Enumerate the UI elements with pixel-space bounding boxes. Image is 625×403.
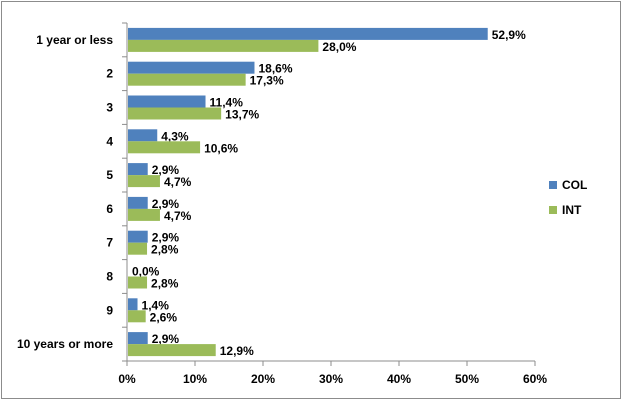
chart-frame bbox=[1, 1, 621, 399]
category-label: 9 bbox=[106, 303, 113, 317]
bar-col bbox=[128, 230, 148, 243]
data-label-col: 2,9% bbox=[152, 231, 180, 245]
data-label-int: 2,6% bbox=[150, 310, 178, 324]
data-label-int: 4,7% bbox=[164, 209, 192, 223]
data-label-col: 11,4% bbox=[210, 96, 244, 110]
x-tick-label: 30% bbox=[319, 372, 343, 386]
bar-int bbox=[128, 107, 222, 120]
data-label-int: 17,3% bbox=[250, 74, 284, 88]
x-tick-label: 40% bbox=[387, 372, 411, 386]
x-tick-label: 0% bbox=[118, 372, 136, 386]
bar-col bbox=[128, 196, 148, 209]
bar-int bbox=[128, 39, 319, 52]
legend-swatch-int bbox=[549, 206, 557, 214]
x-tick-label: 20% bbox=[251, 372, 275, 386]
bar-col bbox=[128, 61, 255, 74]
bar-int bbox=[128, 242, 148, 255]
bar-int bbox=[128, 141, 201, 154]
bar-col bbox=[128, 95, 206, 108]
bar-col bbox=[128, 298, 138, 311]
category-label: 2 bbox=[106, 67, 113, 81]
legend-label-col: COL bbox=[562, 178, 587, 192]
data-label-col: 0,0% bbox=[132, 265, 160, 279]
data-label-int: 13,7% bbox=[225, 108, 259, 122]
bar-int bbox=[128, 344, 216, 357]
bar-col bbox=[128, 163, 148, 176]
data-label-int: 28,0% bbox=[322, 40, 356, 54]
category-label: 10 years or more bbox=[17, 337, 113, 351]
x-tick-label: 60% bbox=[523, 372, 547, 386]
data-label-col: 18,6% bbox=[258, 62, 292, 76]
bar-col bbox=[128, 129, 158, 142]
data-label-int: 12,9% bbox=[220, 344, 254, 358]
x-tick-label: 10% bbox=[183, 372, 207, 386]
data-label-int: 4,7% bbox=[164, 175, 192, 189]
data-label-col: 4,3% bbox=[161, 129, 189, 143]
bar-col bbox=[128, 27, 488, 40]
category-label: 8 bbox=[106, 270, 113, 284]
data-label-col: 52,9% bbox=[492, 28, 526, 42]
legend-label-int: INT bbox=[562, 203, 582, 217]
bar-col bbox=[128, 332, 148, 345]
data-label-col: 2,9% bbox=[152, 332, 180, 346]
data-label-col: 2,9% bbox=[152, 163, 180, 177]
category-label: 3 bbox=[106, 101, 113, 115]
category-label: 7 bbox=[106, 236, 113, 250]
category-label: 1 year or less bbox=[36, 33, 113, 47]
bar-int bbox=[128, 310, 146, 323]
bar-int bbox=[128, 175, 160, 188]
data-label-int: 2,8% bbox=[151, 243, 179, 257]
data-label-int: 10,6% bbox=[204, 141, 238, 155]
bar-int bbox=[128, 208, 160, 221]
category-label: 5 bbox=[106, 168, 113, 182]
bar-int bbox=[128, 73, 246, 86]
x-tick-label: 50% bbox=[455, 372, 479, 386]
bar-int bbox=[128, 276, 148, 289]
category-label: 6 bbox=[106, 202, 113, 216]
data-label-int: 2,8% bbox=[151, 277, 179, 291]
legend-swatch-col bbox=[549, 181, 557, 189]
data-label-col: 2,9% bbox=[152, 197, 180, 211]
category-label: 4 bbox=[106, 134, 113, 148]
data-label-col: 1,4% bbox=[142, 298, 170, 312]
